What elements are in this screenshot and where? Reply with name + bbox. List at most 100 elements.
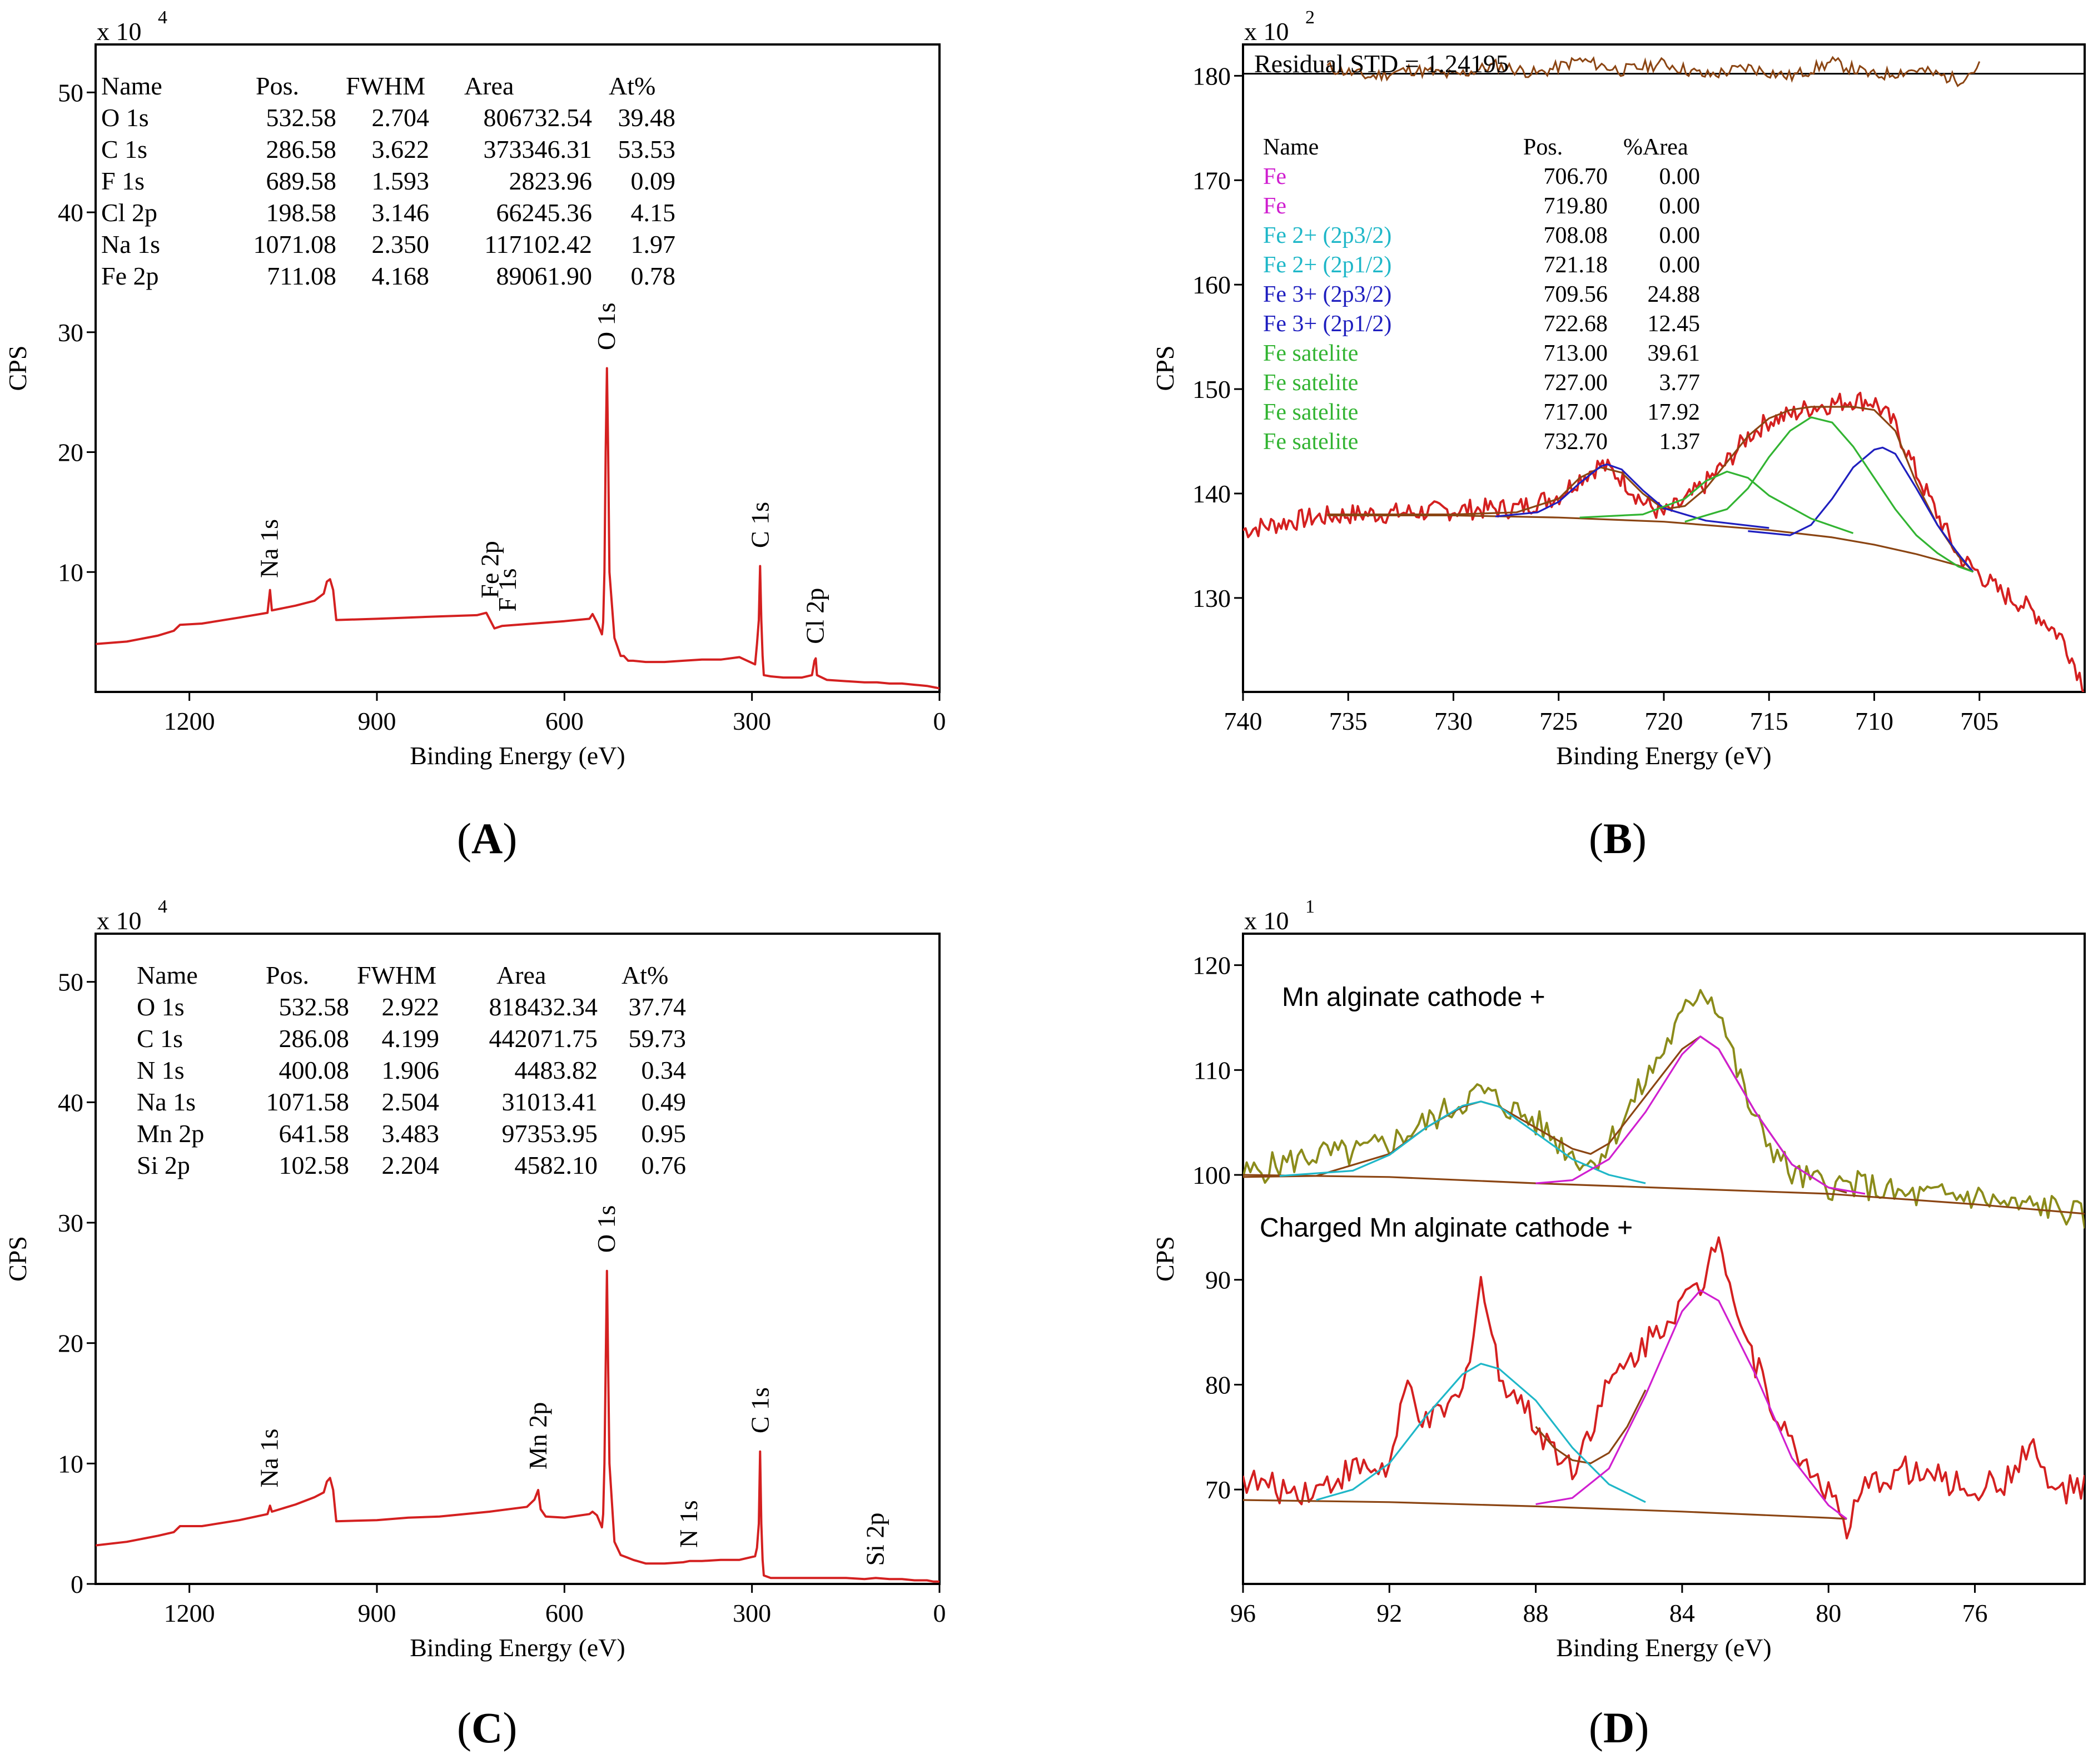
residual-label: Residual STD = 1.24195 — [1254, 49, 1509, 78]
y-tick-label: 50 — [58, 78, 83, 107]
y-tick-label: 70 — [1205, 1476, 1231, 1504]
table-cell: 286.08 — [279, 1024, 350, 1053]
series-fe-3-2p1-2- — [1495, 463, 1769, 529]
x-tick-label: 730 — [1434, 707, 1473, 735]
x-tick-label: 720 — [1645, 707, 1683, 735]
table-header: At% — [622, 961, 668, 989]
x-tick-label: 0 — [933, 1599, 946, 1627]
x-tick-label: 80 — [1816, 1599, 1841, 1627]
peak-label: Fe 2p — [476, 541, 504, 599]
table-cell: 4.168 — [372, 262, 430, 290]
residual-series — [1326, 56, 1981, 88]
table-cell: 2.350 — [372, 230, 430, 258]
x-tick-label: 0 — [933, 707, 946, 735]
table-cell-pos: 717.00 — [1544, 400, 1608, 425]
axis-multiplier: x 10 — [97, 906, 142, 935]
series-mn-alginate-peak-1 — [1279, 1100, 1646, 1184]
x-tick-label: 900 — [358, 707, 396, 735]
table-cell: 4.199 — [382, 1024, 440, 1053]
y-tick-label: 150 — [1192, 375, 1231, 403]
table-cell: 0.76 — [642, 1151, 687, 1179]
table-cell-area: 24.88 — [1648, 282, 1701, 307]
table-cell: 117102.42 — [484, 230, 592, 258]
table-cell: 59.73 — [629, 1024, 687, 1053]
table-cell: 39.48 — [618, 103, 676, 132]
y-tick-label: 0 — [71, 1570, 83, 1598]
table-cell: Mn 2p — [137, 1119, 204, 1148]
table-cell-area: 12.45 — [1648, 311, 1701, 337]
table-cell: 0.78 — [631, 262, 676, 290]
series-mn-alginate-background — [1243, 1174, 2085, 1215]
table-cell: 689.58 — [266, 167, 337, 195]
table-cell-pos: 709.56 — [1544, 282, 1608, 307]
series-mn-alginate-cathode-measured — [1243, 989, 2085, 1229]
x-tick-label: 84 — [1669, 1599, 1695, 1627]
table-cell: 1071.58 — [266, 1088, 350, 1116]
table-cell: 286.58 — [266, 135, 337, 163]
x-tick-label: 92 — [1376, 1599, 1402, 1627]
table-cell: 373346.31 — [484, 135, 593, 163]
panel-b: 740 735 730 725 720 715 710 705 130 140 150 160 170 1… — [1151, 7, 2086, 770]
table-header: Name — [101, 72, 162, 100]
table-cell: 4483.82 — [515, 1056, 598, 1084]
table-cell: 442071.75 — [489, 1024, 598, 1053]
table-cell-area: 0.00 — [1659, 193, 1701, 219]
peak-label: O 1s — [592, 1205, 620, 1253]
table-cell-name: Fe 3+ (2p1/2) — [1263, 311, 1391, 337]
table-cell-area: 17.92 — [1648, 400, 1701, 425]
y-tick-label: 180 — [1192, 62, 1231, 90]
table-cell-pos: 722.68 — [1544, 311, 1608, 337]
axis-multiplier-exponent: 4 — [158, 7, 167, 28]
table-cell: 53.53 — [618, 135, 676, 163]
table-cell: 4582.10 — [515, 1151, 598, 1179]
y-tick-label: 110 — [1194, 1056, 1231, 1084]
table-header: Pos. — [266, 961, 309, 989]
series-background — [1327, 514, 1974, 573]
table-header: %Area — [1623, 134, 1688, 160]
x-tick-label: 1200 — [164, 707, 215, 735]
axis-multiplier: x 10 — [1244, 906, 1289, 935]
table-cell: 97353.95 — [502, 1119, 598, 1148]
peak-label: C 1s — [745, 1387, 774, 1433]
table-cell: C 1s — [101, 135, 147, 163]
table-cell: O 1s — [101, 103, 149, 132]
axis-multiplier-exponent: 2 — [1305, 7, 1315, 28]
table-cell: 3.146 — [372, 198, 430, 227]
series-mn-alginate-peak-2 — [1535, 1035, 1866, 1195]
caption-d: (D) — [1589, 1703, 1649, 1752]
table-cell: C 1s — [137, 1024, 183, 1053]
peak-label: Na 1s — [255, 1429, 284, 1488]
peak-label: Na 1s — [255, 519, 284, 578]
caption-a: (A) — [457, 814, 518, 863]
fit-table: Name Pos. FWHM Area At% O 1s 532.58 2.922 818432… — [137, 961, 686, 1179]
x-tick-label: 1200 — [164, 1599, 215, 1627]
y-tick-label: 120 — [1192, 951, 1231, 980]
axis-multiplier-exponent: 1 — [1305, 896, 1315, 917]
table-cell: 2823.96 — [509, 167, 593, 195]
y-tick-label: 30 — [58, 1209, 83, 1237]
x-tick-label: 88 — [1523, 1599, 1549, 1627]
table-cell-pos: 732.70 — [1544, 429, 1608, 455]
table-cell: 0.34 — [642, 1056, 687, 1084]
series-charged-mn-alginate-measured — [1243, 1236, 2085, 1539]
table-cell: 0.49 — [642, 1088, 687, 1116]
table-cell: 2.704 — [372, 103, 430, 132]
y-tick-label: 90 — [1205, 1266, 1231, 1294]
y-tick-label: 50 — [58, 968, 83, 996]
table-cell: 37.74 — [629, 993, 687, 1021]
table-cell: F 1s — [101, 167, 145, 195]
table-cell-area: 0.00 — [1659, 252, 1701, 278]
y-tick-label: 10 — [58, 558, 83, 586]
peak-label: O 1s — [592, 303, 620, 351]
table-header: Name — [1263, 134, 1319, 160]
plot-frame — [95, 43, 941, 693]
x-tick-label: 740 — [1224, 707, 1262, 735]
fit-table: Name Pos. FWHM Area At% O 1s 532.58 2.704 806732… — [101, 72, 675, 290]
table-cell: 806732.54 — [484, 103, 593, 132]
y-tick-label: 10 — [58, 1449, 83, 1478]
table-cell-name: Fe satelite — [1263, 370, 1358, 396]
table-cell: 818432.34 — [489, 993, 598, 1021]
table-header: Area — [464, 72, 514, 100]
panel-a: 1200 900 600 300 0 10 20 30 40 50 Binding Energy (… — [3, 7, 946, 770]
